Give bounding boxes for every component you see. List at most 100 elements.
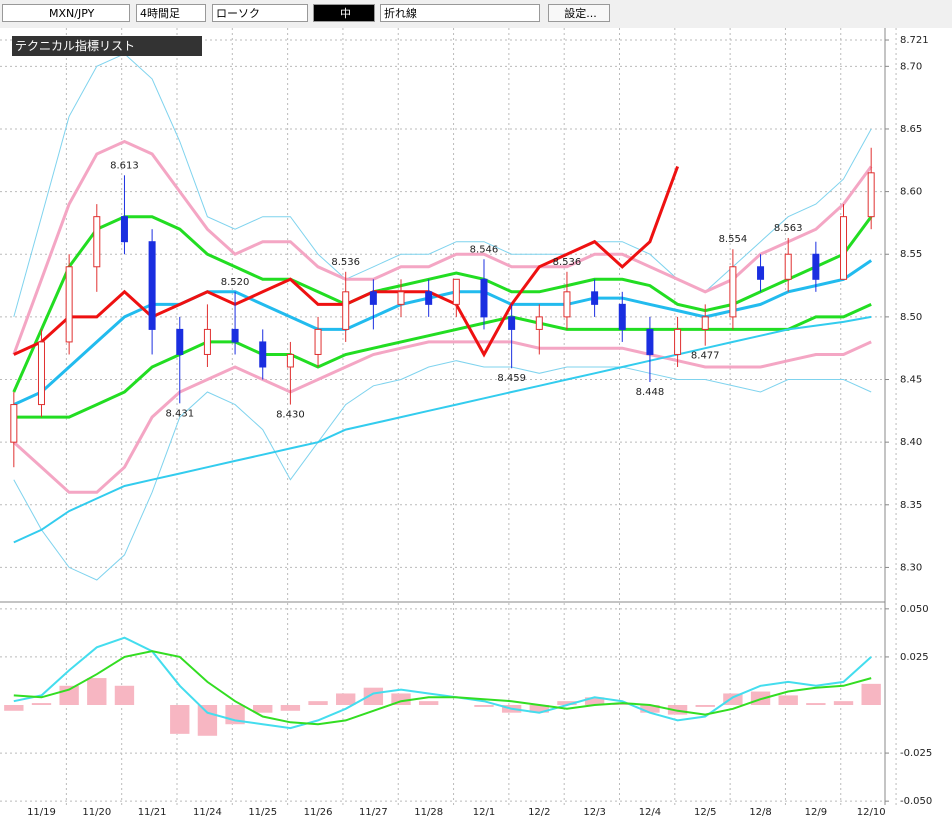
candle-body — [757, 266, 765, 280]
histogram-bar — [695, 705, 715, 707]
x-tick-label: 11/24 — [193, 807, 222, 818]
histogram-bar — [391, 693, 411, 705]
candle-body — [10, 404, 18, 443]
candle-body — [93, 216, 101, 268]
candle-body — [65, 266, 73, 343]
candle-body — [563, 291, 571, 318]
x-tick-label: 11/27 — [359, 807, 388, 818]
annotation: 8.448 — [636, 387, 665, 398]
indicator-line — [12, 340, 872, 494]
candle-body — [425, 291, 433, 305]
x-tick-label: 12/5 — [694, 807, 716, 818]
histogram-bar — [806, 703, 826, 705]
candle-body — [342, 291, 350, 330]
histogram-bar — [336, 693, 356, 705]
candle-body — [508, 316, 516, 330]
y-tick-label: 0.025 — [900, 652, 929, 663]
candle-body — [618, 303, 626, 330]
candle-body — [259, 341, 267, 368]
y-tick-label: 8.60 — [900, 187, 922, 198]
y-tick-label: 8.30 — [900, 562, 922, 573]
y-tick-label: 8.721 — [900, 35, 929, 46]
macd-line — [13, 636, 872, 730]
style-select[interactable]: ローソク — [212, 4, 308, 22]
x-tick-label: 12/3 — [583, 807, 605, 818]
candle-body — [176, 328, 184, 355]
candle-body — [37, 341, 45, 406]
annotation: 8.546 — [470, 244, 499, 255]
indicator-list[interactable]: テクニカル指標リスト — [12, 36, 202, 56]
y-tick-label: 8.55 — [900, 249, 922, 260]
candle-body — [701, 316, 709, 330]
candle-body — [148, 241, 156, 330]
candle-body — [397, 291, 405, 305]
indicator-line — [13, 53, 872, 318]
candle-body — [314, 328, 322, 355]
indicator-line — [13, 259, 873, 406]
histogram-bar — [280, 705, 301, 711]
candle-body — [867, 172, 875, 218]
histogram-bar — [114, 685, 135, 705]
x-tick-label: 12/10 — [857, 807, 886, 818]
annotation: 8.477 — [691, 351, 720, 362]
symbol-select[interactable]: MXN/JPY — [2, 4, 130, 22]
annotation: 8.520 — [221, 277, 250, 288]
size-select[interactable]: 中 — [313, 4, 375, 22]
x-tick-label: 11/28 — [414, 807, 443, 818]
candle-body — [812, 253, 820, 280]
x-tick-label: 12/4 — [639, 807, 661, 818]
histogram-bar — [170, 705, 190, 734]
toolbar: MXN/JPY 4時間足 ローソク 中 折れ線 設定... — [0, 0, 952, 28]
annotation: 8.536 — [331, 257, 360, 268]
indicator-line — [13, 360, 872, 581]
indicator-line — [13, 303, 872, 419]
x-tick-label: 12/1 — [473, 807, 495, 818]
y-tick-label: 8.50 — [900, 312, 922, 323]
annotation: 8.554 — [719, 234, 748, 245]
histogram-bar — [723, 693, 743, 705]
annotation: 8.613 — [110, 160, 139, 171]
candle-body — [784, 253, 792, 280]
histogram-bar — [557, 701, 577, 705]
indicator-line — [12, 139, 873, 356]
candle-body — [452, 278, 460, 305]
settings-button[interactable]: 設定... — [548, 4, 610, 22]
candle-body — [286, 353, 294, 368]
histogram-bar — [253, 705, 273, 713]
histogram-bar — [418, 701, 439, 705]
histogram-bar — [31, 703, 52, 705]
candle-body — [120, 216, 128, 243]
y-tick-label: -0.025 — [900, 748, 932, 759]
histogram-bar — [308, 701, 328, 705]
annotation: 8.563 — [774, 223, 803, 234]
x-tick-label: 11/20 — [82, 807, 111, 818]
histogram-bar — [640, 705, 660, 713]
annotation: 8.430 — [276, 410, 305, 421]
x-tick-label: 11/26 — [304, 807, 333, 818]
y-tick-label: 8.70 — [900, 61, 922, 72]
candle-body — [840, 216, 848, 280]
histogram-bar — [474, 705, 494, 707]
histogram-bar — [4, 705, 24, 711]
x-tick-label: 11/19 — [27, 807, 56, 818]
annotation: 8.431 — [165, 408, 194, 419]
annotation: 8.536 — [553, 257, 582, 268]
x-tick-label: 12/2 — [528, 807, 550, 818]
y-tick-label: 8.45 — [900, 375, 922, 386]
candle-body — [535, 316, 543, 330]
line-type[interactable]: 折れ線 — [380, 4, 540, 22]
candle-body — [729, 266, 737, 318]
histogram-bar — [778, 695, 798, 705]
candle-body — [231, 328, 239, 343]
candle-body — [369, 291, 377, 305]
indicator-line — [12, 215, 873, 393]
y-tick-label: 8.65 — [900, 124, 922, 135]
candle-body — [203, 328, 211, 355]
macd-line — [13, 650, 872, 726]
y-tick-label: -0.050 — [900, 796, 932, 807]
x-tick-label: 11/21 — [138, 807, 167, 818]
histogram-bar — [584, 697, 605, 705]
timeframe-select[interactable]: 4時間足 — [136, 4, 206, 22]
